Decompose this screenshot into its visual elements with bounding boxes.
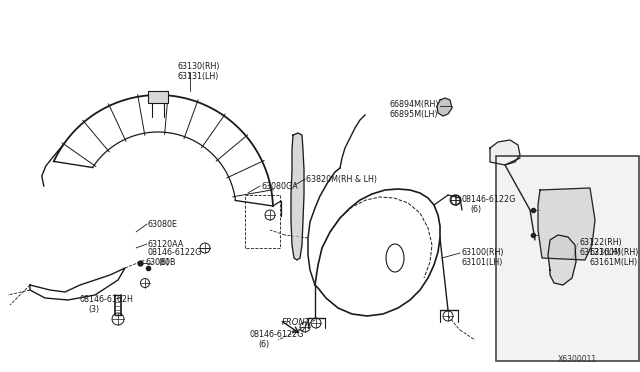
Text: (3): (3) <box>88 305 99 314</box>
Text: 63820M(RH & LH): 63820M(RH & LH) <box>306 175 377 184</box>
Text: 63120AA: 63120AA <box>148 240 184 249</box>
Text: X6300011: X6300011 <box>558 355 597 364</box>
Text: FRONT: FRONT <box>282 318 311 327</box>
Text: 08146-6162H: 08146-6162H <box>80 295 134 304</box>
Bar <box>496 156 639 361</box>
Text: 66895M(LH): 66895M(LH) <box>390 110 438 119</box>
Polygon shape <box>437 98 452 116</box>
Text: 63122(RH): 63122(RH) <box>580 238 623 247</box>
Text: 08146-6122G: 08146-6122G <box>250 330 305 339</box>
Text: 63161M(LH): 63161M(LH) <box>590 258 638 267</box>
Text: (6): (6) <box>158 258 169 267</box>
Text: 08146-6122G: 08146-6122G <box>148 248 202 257</box>
Text: 63130(RH): 63130(RH) <box>178 62 221 71</box>
Text: (6): (6) <box>258 340 269 349</box>
Polygon shape <box>490 140 520 165</box>
Text: 63080E: 63080E <box>148 220 178 229</box>
Text: 63080B: 63080B <box>145 258 175 267</box>
Text: (6): (6) <box>470 205 481 214</box>
Polygon shape <box>291 133 304 260</box>
Text: 63100(RH): 63100(RH) <box>462 248 504 257</box>
Text: 63131(LH): 63131(LH) <box>178 72 220 81</box>
Text: 63123(LH): 63123(LH) <box>580 248 621 257</box>
Text: 63080GA: 63080GA <box>262 182 299 191</box>
Text: 08146-6122G: 08146-6122G <box>462 195 516 204</box>
Bar <box>148 91 168 103</box>
Text: 63101(LH): 63101(LH) <box>462 258 504 267</box>
Text: 63160M(RH): 63160M(RH) <box>590 248 639 257</box>
Text: 66894M(RH): 66894M(RH) <box>390 100 440 109</box>
Polygon shape <box>538 188 595 260</box>
Polygon shape <box>548 235 576 285</box>
